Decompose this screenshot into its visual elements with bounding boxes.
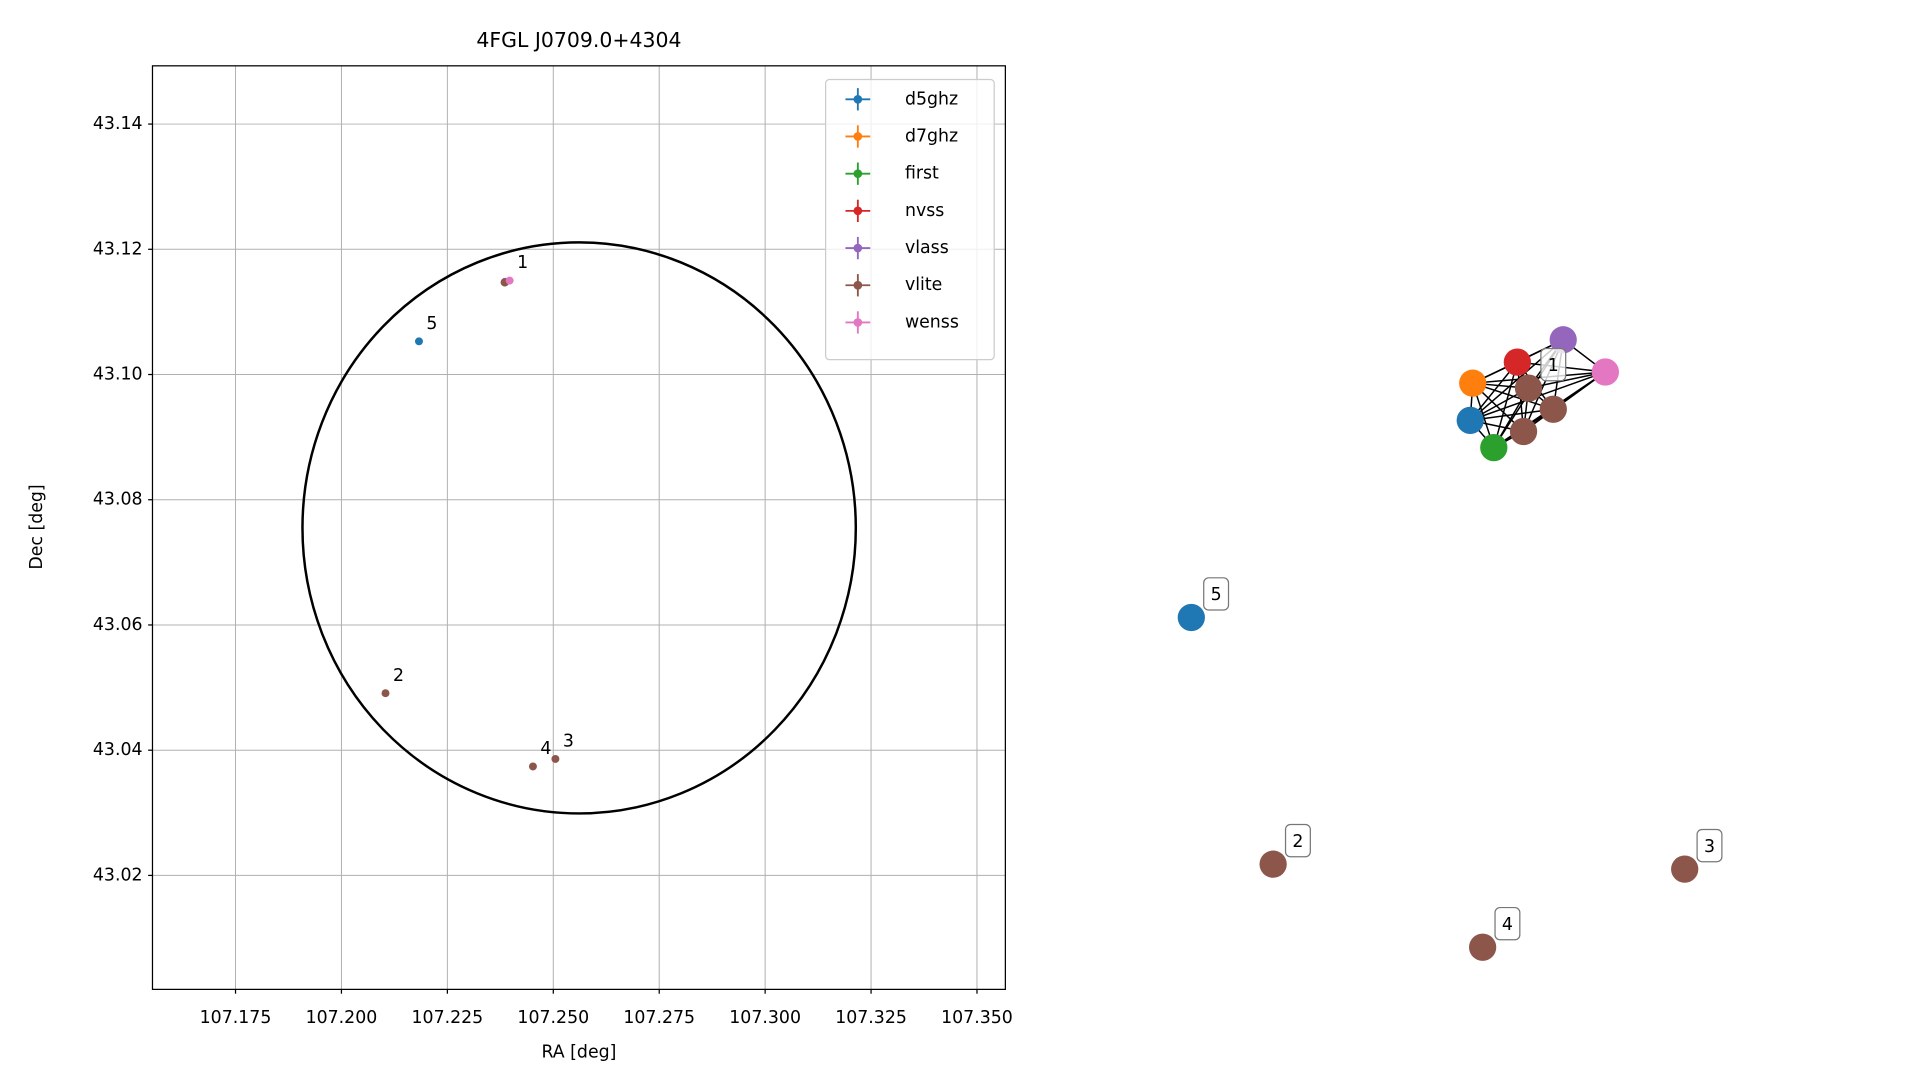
legend-marker [853,206,863,216]
x-axis-label: RA [deg] [541,1043,616,1063]
legend-label: vlass [905,238,949,258]
graph-edge [1493,361,1519,448]
data-point [505,276,514,285]
node-label: 1 [1548,356,1559,376]
graph-node [1549,326,1577,354]
x-tick-label: 107.200 [306,1008,378,1028]
chart-title: 4FGL J0709.0+4304 [476,28,681,52]
x-tick-label: 107.250 [517,1008,589,1028]
node-label-box [1284,823,1311,858]
graph-node [1459,369,1487,397]
legend-marker [853,280,863,290]
x-tick-label: 107.225 [412,1008,484,1028]
graph-node [1177,603,1205,632]
legend-label: d5ghz [905,89,958,109]
point-annotation: 1 [517,253,528,273]
plot-frame [151,65,1006,990]
graph-node [1469,933,1497,961]
graph-node [1671,855,1699,883]
y-tick-label: 43.12 [93,239,143,259]
point-annotation: 2 [393,666,404,686]
legend-marker [853,94,863,104]
node-label: 2 [1292,832,1303,852]
legend-marker [853,318,863,327]
node-label: 5 [1211,585,1222,605]
y-tick-label: 43.02 [93,865,143,885]
y-tick-label: 43.04 [93,740,143,760]
x-tick-label: 107.300 [729,1008,801,1028]
graph-node [1480,434,1508,462]
data-point [551,754,560,763]
legend-marker [853,169,863,179]
graph-node [1456,406,1484,435]
y-tick-label: 43.08 [93,490,143,510]
legend-marker [853,132,863,141]
error-ellipse [301,241,858,815]
legend-box [824,78,995,361]
legend-label: first [905,164,939,184]
legend-label: d7ghz [905,126,958,146]
legend-marker [853,243,863,253]
y-axis-label: Dec [deg] [27,484,47,569]
graph-node [1509,417,1538,446]
graph-node [1591,358,1620,386]
y-tick-label: 43.14 [93,114,143,134]
point-annotation: 3 [563,732,574,752]
node-label-box [1540,347,1567,382]
y-tick-label: 43.06 [93,615,143,635]
node-label: 3 [1704,837,1715,857]
node-label-box [1696,828,1723,863]
y-tick-label: 43.10 [93,365,143,385]
legend-label: wenss [905,312,959,332]
x-tick-label: 107.275 [623,1008,695,1028]
graph-node [1259,850,1287,878]
point-annotation: 5 [426,314,437,334]
data-point [528,762,537,771]
data-point [381,689,390,698]
x-tick-label: 107.325 [835,1008,907,1028]
graph-node [1503,348,1531,376]
legend-label: nvss [905,201,944,221]
node-label-box [1494,906,1521,941]
node-label-box [1203,577,1230,611]
x-tick-label: 107.175 [200,1008,272,1028]
graph-node [1514,374,1543,402]
graph-node [1539,395,1567,423]
graph-edge [1472,382,1554,410]
data-point [415,337,423,346]
legend-label: vlite [905,275,942,295]
legend: d5ghz d7ghz first nvss vlass vlite wenss [824,78,995,361]
node-label: 4 [1502,915,1513,935]
point-annotation: 4 [540,739,551,759]
x-tick-label: 107.350 [941,1008,1013,1028]
